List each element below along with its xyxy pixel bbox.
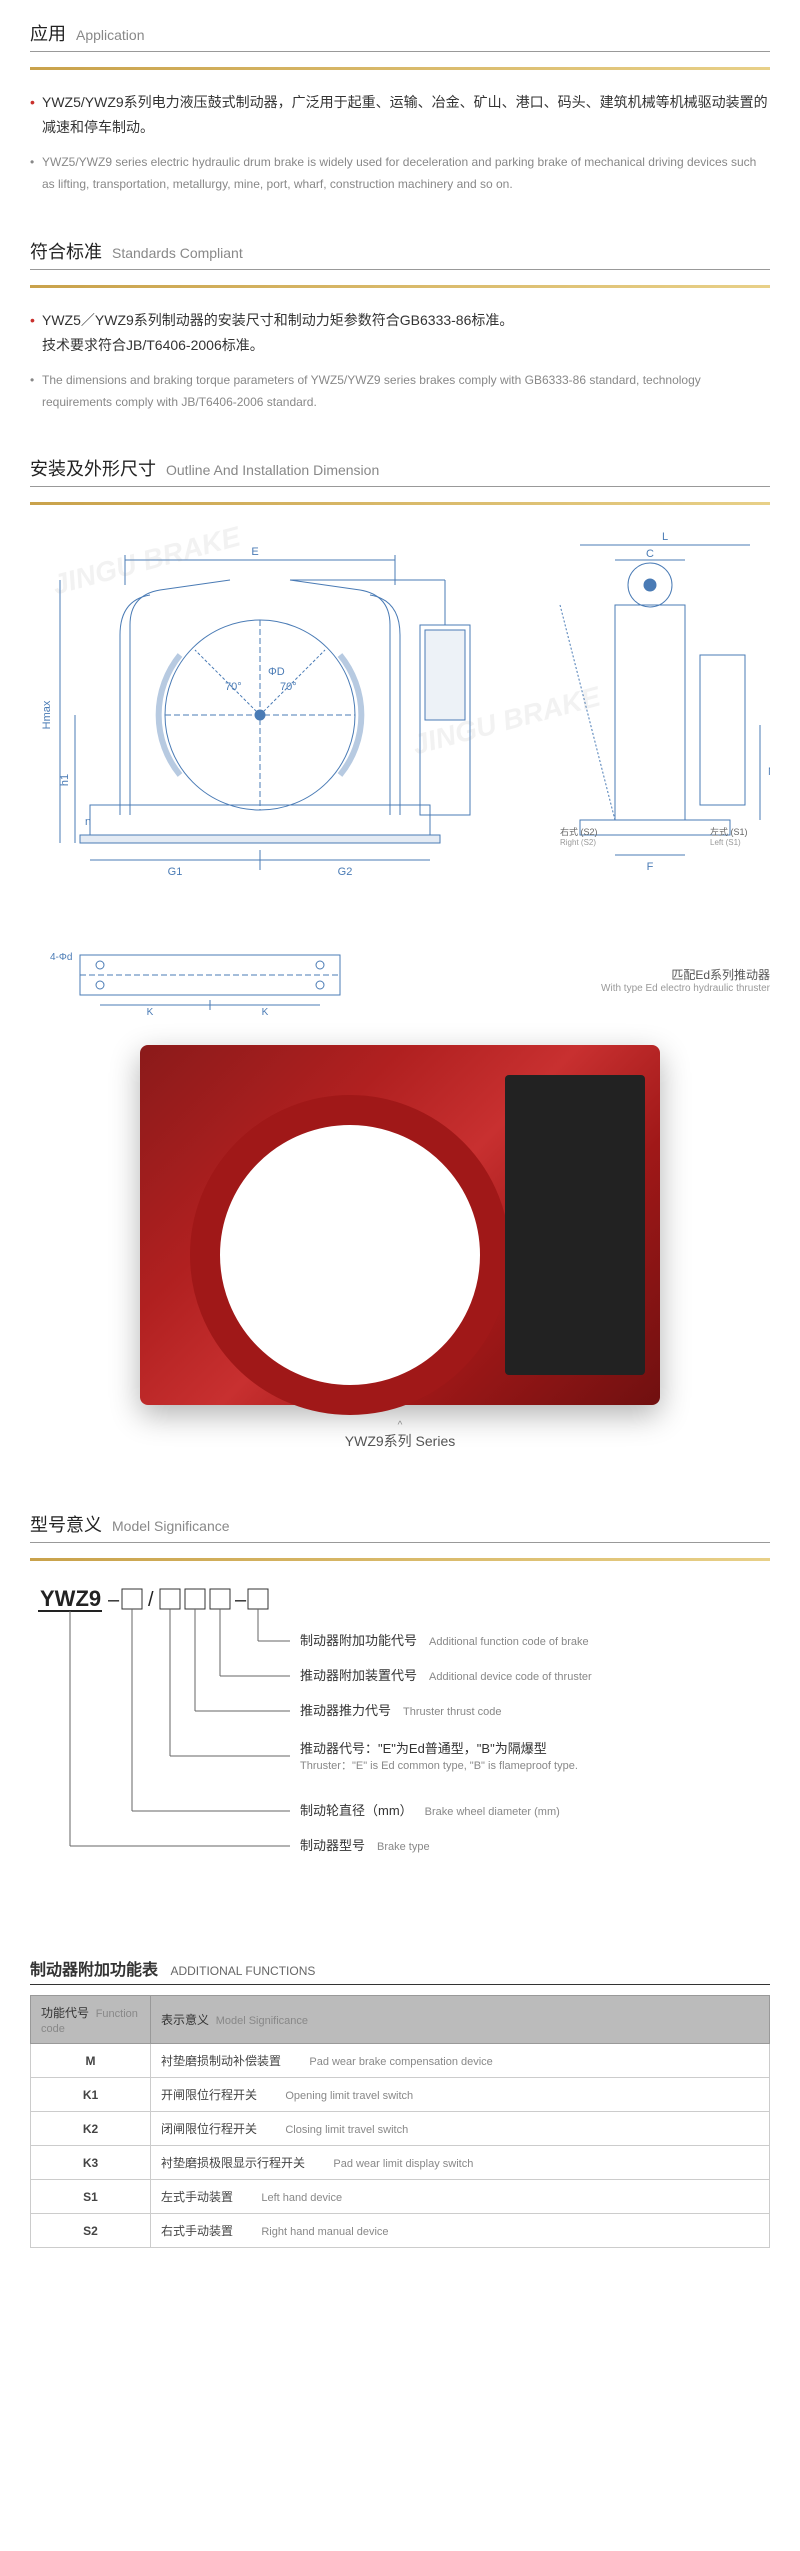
func-desc: 左式手动装置 Left hand device <box>151 2180 770 2214</box>
svg-text:K: K <box>147 1007 154 1015</box>
table-row: S2 右式手动装置 Right hand manual device <box>31 2214 770 2248</box>
svg-text:4-Φd: 4-Φd <box>50 952 72 963</box>
svg-text:推动器推力代号Thruster thrust code: 推动器推力代号Thruster thrust code <box>300 1703 501 1718</box>
divider-bar <box>30 67 770 70</box>
standards-body-cn: YWZ5／YWZ9系列制动器的安装尺寸和制动力矩参数符合GB6333-86标准。… <box>30 308 770 358</box>
func-desc: 衬垫磨损制动补偿装置 Pad wear brake compensation d… <box>151 2044 770 2078</box>
outline-title-en: Outline And Installation Dimension <box>166 462 379 478</box>
outline-title-cn: 安装及外形尺寸 <box>30 455 156 481</box>
svg-text:K: K <box>262 1007 269 1015</box>
model-title-cn: 型号意义 <box>30 1511 102 1537</box>
outline-diagram: JINGU BRAKE JINGU BRAKE <box>30 525 770 925</box>
svg-text:YWZ9: YWZ9 <box>40 1586 101 1611</box>
standards-title-en: Standards Compliant <box>112 245 243 261</box>
divider-bar <box>30 502 770 505</box>
product-photo: YWZ9系列 Series <box>30 1045 770 1451</box>
svg-text:ΦD: ΦD <box>268 666 285 678</box>
svg-text:M: M <box>768 766 770 778</box>
svg-text:制动器型号Brake type: 制动器型号Brake type <box>300 1838 430 1853</box>
func-desc: 开闸限位行程开关 Opening limit travel switch <box>151 2078 770 2112</box>
func-code: S2 <box>31 2214 151 2248</box>
functions-table: 功能代号 Function code 表示意义 Model Significan… <box>30 1995 770 2248</box>
func-desc: 衬垫磨损极限显示行程开关 Pad wear limit display swit… <box>151 2146 770 2180</box>
divider-bar <box>30 1558 770 1561</box>
svg-text:–: – <box>235 1589 247 1611</box>
svg-text:Hmax: Hmax <box>41 700 53 729</box>
standards-title-cn: 符合标准 <box>30 238 102 264</box>
svg-text:70°: 70° <box>280 681 297 693</box>
svg-text:G2: G2 <box>338 866 353 878</box>
func-code: M <box>31 2044 151 2078</box>
application-body-cn: YWZ5/YWZ9系列电力液压鼓式制动器，广泛用于起重、运输、冶金、矿山、港口、… <box>30 90 770 140</box>
func-code: S1 <box>31 2180 151 2214</box>
svg-text:右式 (S2): 右式 (S2) <box>560 826 598 837</box>
standards-header: 符合标准 Standards Compliant <box>30 238 770 270</box>
functions-title-en: ADDITIONAL FUNCTIONS <box>170 1964 315 1978</box>
svg-text:推动器附加装置代号Additional device cod: 推动器附加装置代号Additional device code of thrus… <box>300 1668 592 1683</box>
functions-header: 制动器附加功能表 ADDITIONAL FUNCTIONS <box>30 1956 770 1985</box>
svg-text:F: F <box>647 861 654 873</box>
svg-text:L: L <box>662 531 668 543</box>
func-desc: 右式手动装置 Right hand manual device <box>151 2214 770 2248</box>
application-title-en: Application <box>76 27 145 43</box>
thruster-note-cn: 匹配Ed系列推动器 <box>410 966 770 983</box>
svg-text:Thruster："E" is Ed common type: Thruster："E" is Ed common type, "B" is f… <box>300 1760 578 1772</box>
svg-text:制动轮直径（mm）Brake wheel diameter: 制动轮直径（mm）Brake wheel diameter (mm) <box>300 1803 560 1818</box>
application-header: 应用 Application <box>30 20 770 52</box>
svg-text:G1: G1 <box>168 866 183 878</box>
model-header: 型号意义 Model Significance <box>30 1511 770 1543</box>
baseplate-diagram: 4-Φd K K <box>30 945 370 1015</box>
func-code: K1 <box>31 2078 151 2112</box>
col-code: 功能代号 Function code <box>31 1996 151 2044</box>
svg-text:Right (S2): Right (S2) <box>560 838 596 847</box>
thruster-note-en: With type Ed electro hydraulic thruster <box>410 983 770 994</box>
table-row: S1 左式手动装置 Left hand device <box>31 2180 770 2214</box>
application-body-en: YWZ5/YWZ9 series electric hydraulic drum… <box>30 152 770 195</box>
svg-text:推动器代号："E"为Ed普通型，"B"为隔爆型: 推动器代号："E"为Ed普通型，"B"为隔爆型 <box>300 1741 547 1756</box>
standards-body-en: The dimensions and braking torque parame… <box>30 370 770 413</box>
divider-bar <box>30 285 770 288</box>
svg-text:70°: 70° <box>225 681 242 693</box>
model-diagram: YWZ9 – / – <box>30 1581 770 1906</box>
svg-text:n: n <box>85 816 91 828</box>
svg-text:/: / <box>148 1589 154 1611</box>
model-title-en: Model Significance <box>112 1518 230 1534</box>
svg-text:左式 (S1): 左式 (S1) <box>710 826 748 837</box>
model-rows: 制动器附加功能代号Additional function code of bra… <box>300 1633 592 1853</box>
table-row: M 衬垫磨损制动补偿装置 Pad wear brake compensation… <box>31 2044 770 2078</box>
func-desc: 闭闸限位行程开关 Closing limit travel switch <box>151 2112 770 2146</box>
outline-header: 安装及外形尺寸 Outline And Installation Dimensi… <box>30 455 770 487</box>
svg-text:E: E <box>251 546 258 558</box>
func-code: K3 <box>31 2146 151 2180</box>
func-code: K2 <box>31 2112 151 2146</box>
table-row: K3 衬垫磨损极限显示行程开关 Pad wear limit display s… <box>31 2146 770 2180</box>
application-title-cn: 应用 <box>30 20 66 46</box>
svg-text:C: C <box>646 548 654 560</box>
col-significance: 表示意义 Model Significance <box>151 1996 770 2044</box>
table-row: K2 闭闸限位行程开关 Closing limit travel switch <box>31 2112 770 2146</box>
svg-text:h1: h1 <box>59 774 71 786</box>
functions-title-cn: 制动器附加功能表 <box>30 1962 158 1979</box>
product-caption: YWZ9系列 Series <box>30 1420 770 1451</box>
svg-text:–: – <box>108 1589 120 1611</box>
svg-text:制动器附加功能代号Additional function c: 制动器附加功能代号Additional function code of bra… <box>300 1633 589 1648</box>
svg-text:Left (S1): Left (S1) <box>710 838 741 847</box>
table-row: K1 开闸限位行程开关 Opening limit travel switch <box>31 2078 770 2112</box>
